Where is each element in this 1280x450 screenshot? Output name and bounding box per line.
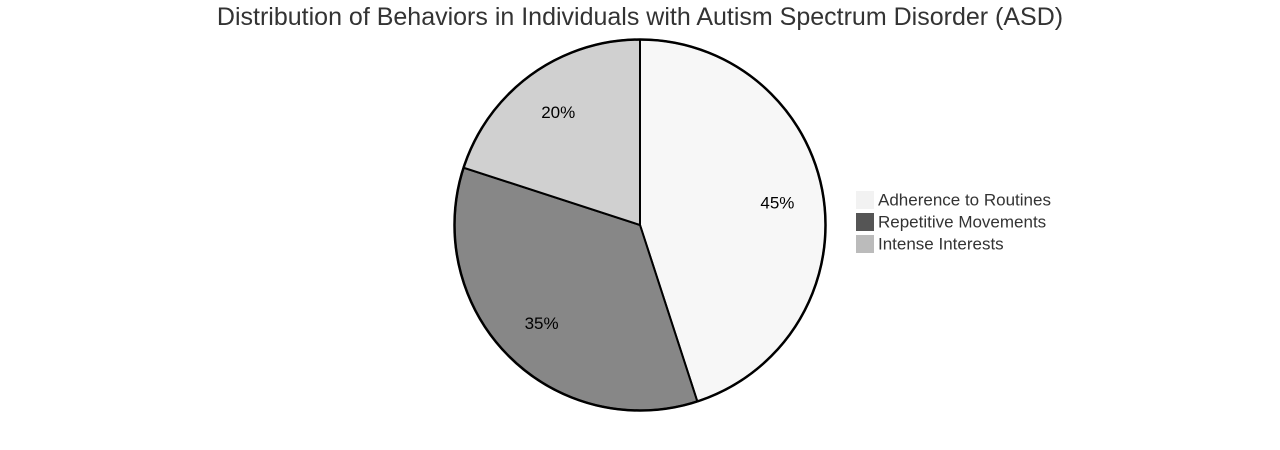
chart-title: Distribution of Behaviors in Individuals… bbox=[216, 3, 1064, 31]
slice-label-intense-interests: 20% bbox=[541, 103, 575, 122]
pie-slices bbox=[453, 38, 827, 412]
legend-swatch-intense-interests bbox=[856, 235, 874, 253]
legend-label-intense-interests: Intense Interests bbox=[878, 235, 1004, 254]
pie-slice-labels: 45% 35% 20% bbox=[525, 103, 795, 333]
pie-outline bbox=[453, 38, 827, 412]
legend-label-adherence-to-routines: Adherence to Routines bbox=[878, 191, 1051, 210]
slice-label-repetitive-movements: 35% bbox=[525, 314, 559, 333]
slice-label-adherence-to-routines: 45% bbox=[760, 194, 794, 213]
legend-label-repetitive-movements: Repetitive Movements bbox=[878, 213, 1046, 232]
legend-swatch-adherence-to-routines bbox=[856, 191, 874, 209]
legend: Adherence to Routines Repetitive Movement… bbox=[856, 191, 1051, 254]
legend-swatch-repetitive-movements bbox=[856, 213, 874, 231]
